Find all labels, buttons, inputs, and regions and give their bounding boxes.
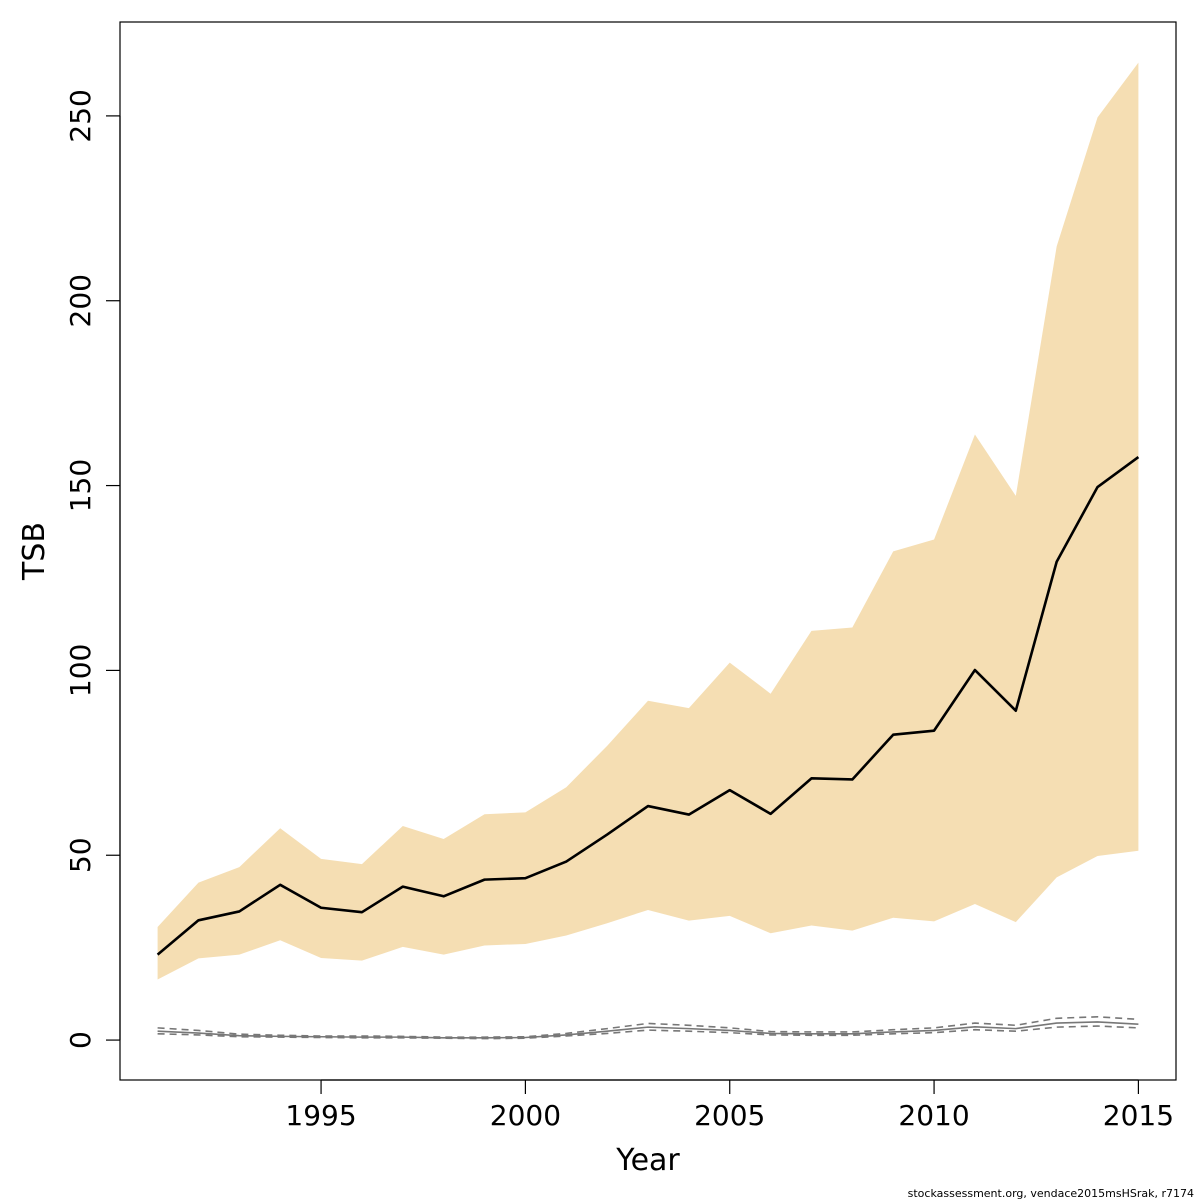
credit-text: stockassessment.org, vendace2015msHSrak,… [908, 1187, 1194, 1200]
x-tick-label-2010: 2010 [898, 1099, 969, 1132]
secondary-estimate-line [157, 1021, 1139, 1039]
x-tick-label-2015: 2015 [1103, 1099, 1174, 1132]
x-axis: 1995 2000 2005 2010 2015 [285, 1079, 1174, 1132]
x-tick-label-2000: 2000 [490, 1099, 561, 1132]
confidence-band-layer [157, 62, 1139, 980]
x-tick-label-1995: 1995 [285, 1099, 356, 1132]
confidence-band [157, 62, 1139, 980]
y-tick-label-50: 50 [64, 837, 97, 873]
x-tick-label-2005: 2005 [694, 1099, 765, 1132]
y-tick-label-250: 250 [64, 89, 97, 142]
y-tick-label-0: 0 [64, 1031, 97, 1049]
y-tick-label-200: 200 [64, 274, 97, 327]
secondary-lower-line [157, 1025, 1139, 1040]
secondary-upper-line [157, 1015, 1139, 1038]
y-tick-label-100: 100 [64, 644, 97, 697]
x-axis-title: Year [615, 1143, 680, 1178]
y-axis: 0 50 100 150 200 250 [64, 89, 121, 1049]
estimate-line [156, 456, 1140, 956]
y-axis-title: TSB [17, 522, 52, 581]
series-line-layer [156, 456, 1140, 1040]
y-tick-label-150: 150 [64, 459, 97, 512]
